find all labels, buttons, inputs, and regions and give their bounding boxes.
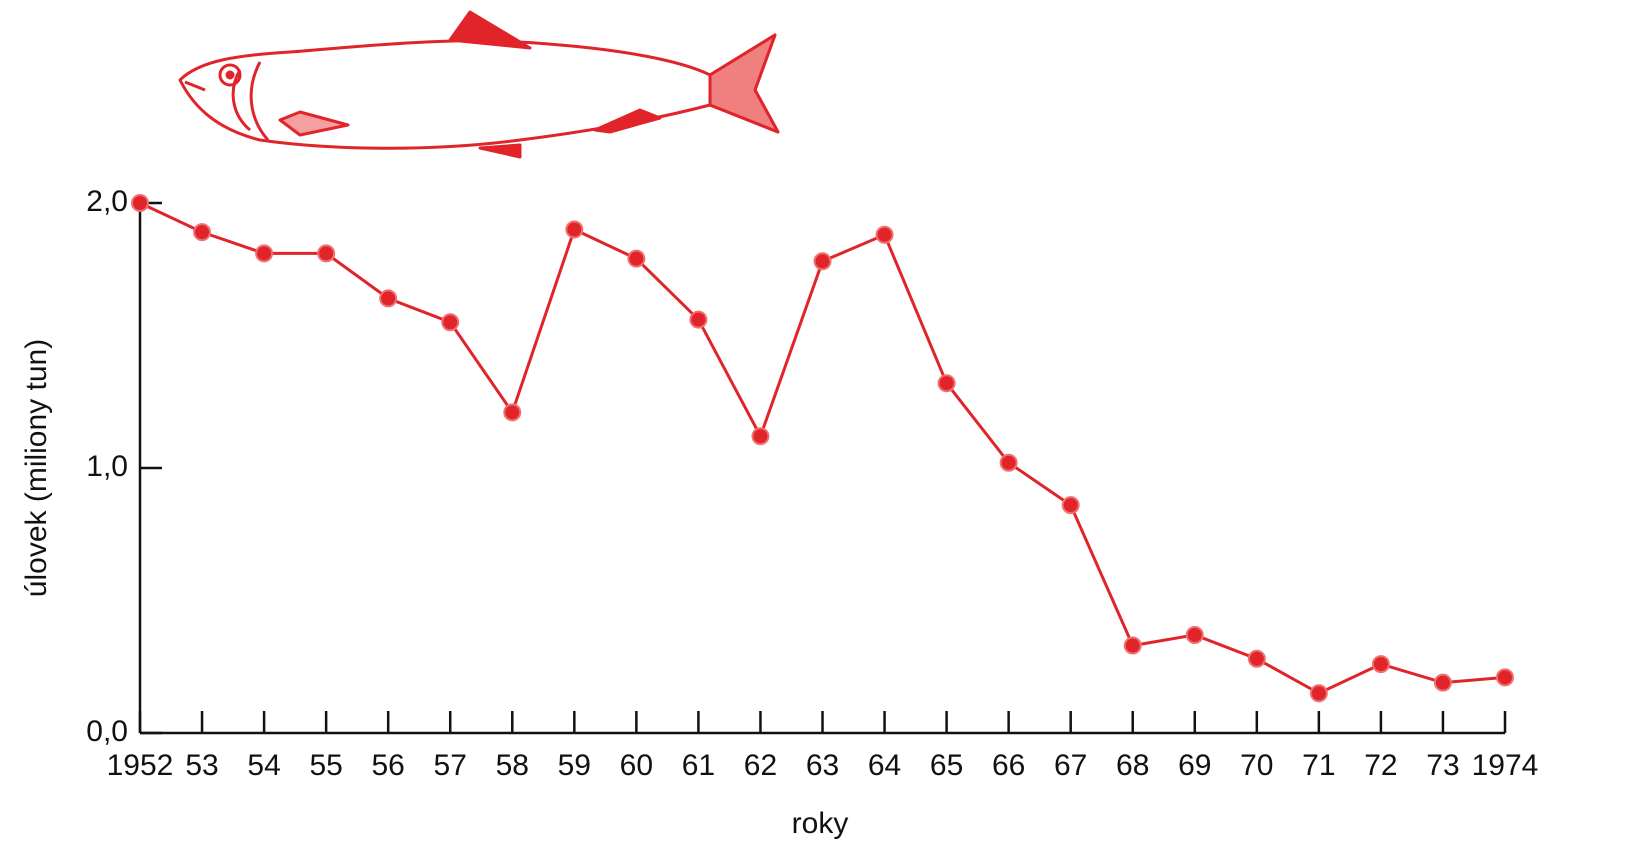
data-point	[1247, 649, 1266, 668]
data-line	[139, 201, 1506, 695]
x-tick-label: 55	[309, 749, 342, 782]
y-tick-label: 0,0	[86, 715, 128, 748]
x-tick-label: 72	[1364, 749, 1397, 782]
x-tick-label: 63	[806, 749, 839, 782]
data-point	[751, 427, 770, 446]
x-tick-label: 53	[185, 749, 218, 782]
x-tick-label: 1952	[107, 749, 174, 782]
data-point	[503, 403, 522, 422]
x-tick-label: 67	[1054, 749, 1087, 782]
x-tick-label: 69	[1178, 749, 1211, 782]
data-point	[1123, 636, 1142, 655]
data-point	[1433, 673, 1452, 692]
x-tick-label: 62	[744, 749, 777, 782]
data-point	[255, 244, 274, 263]
x-tick-label: 1974	[1472, 749, 1539, 782]
data-point	[689, 310, 708, 329]
fish-illustration	[178, 10, 780, 159]
data-point	[999, 453, 1018, 472]
x-tick-label: 61	[682, 749, 715, 782]
data-point	[1371, 655, 1390, 674]
x-tick-label: 65	[930, 749, 963, 782]
x-tick-label: 64	[868, 749, 901, 782]
x-tick-label: 58	[496, 749, 529, 782]
data-point	[1309, 684, 1328, 703]
x-tick-label: 60	[620, 749, 653, 782]
data-point	[193, 223, 212, 242]
data-point	[1185, 625, 1204, 644]
x-tick-label: 66	[992, 749, 1025, 782]
data-point	[131, 194, 149, 212]
x-tick-label: 70	[1240, 749, 1273, 782]
x-tick-label: 56	[371, 749, 404, 782]
data-point	[813, 252, 832, 271]
x-tick-label: 73	[1426, 749, 1459, 782]
x-axis-label: roky	[792, 807, 849, 840]
y-tick-label: 2,0	[86, 185, 128, 218]
data-point	[441, 313, 460, 332]
x-tick-label: 68	[1116, 749, 1149, 782]
x-tick-label: 54	[247, 749, 280, 782]
data-point	[1496, 668, 1514, 687]
y-axis-label: úlovek (miliony tun)	[20, 339, 53, 597]
data-point	[317, 244, 336, 263]
x-tick-label: 57	[434, 749, 467, 782]
data-point	[937, 374, 956, 393]
data-point	[565, 220, 584, 239]
data-point	[379, 289, 398, 308]
data-point	[1061, 496, 1080, 515]
x-tick-label: 59	[558, 749, 591, 782]
data-point	[875, 225, 894, 244]
y-tick-label: 1,0	[86, 450, 128, 483]
x-tick-label: 71	[1302, 749, 1335, 782]
data-point	[627, 249, 646, 268]
